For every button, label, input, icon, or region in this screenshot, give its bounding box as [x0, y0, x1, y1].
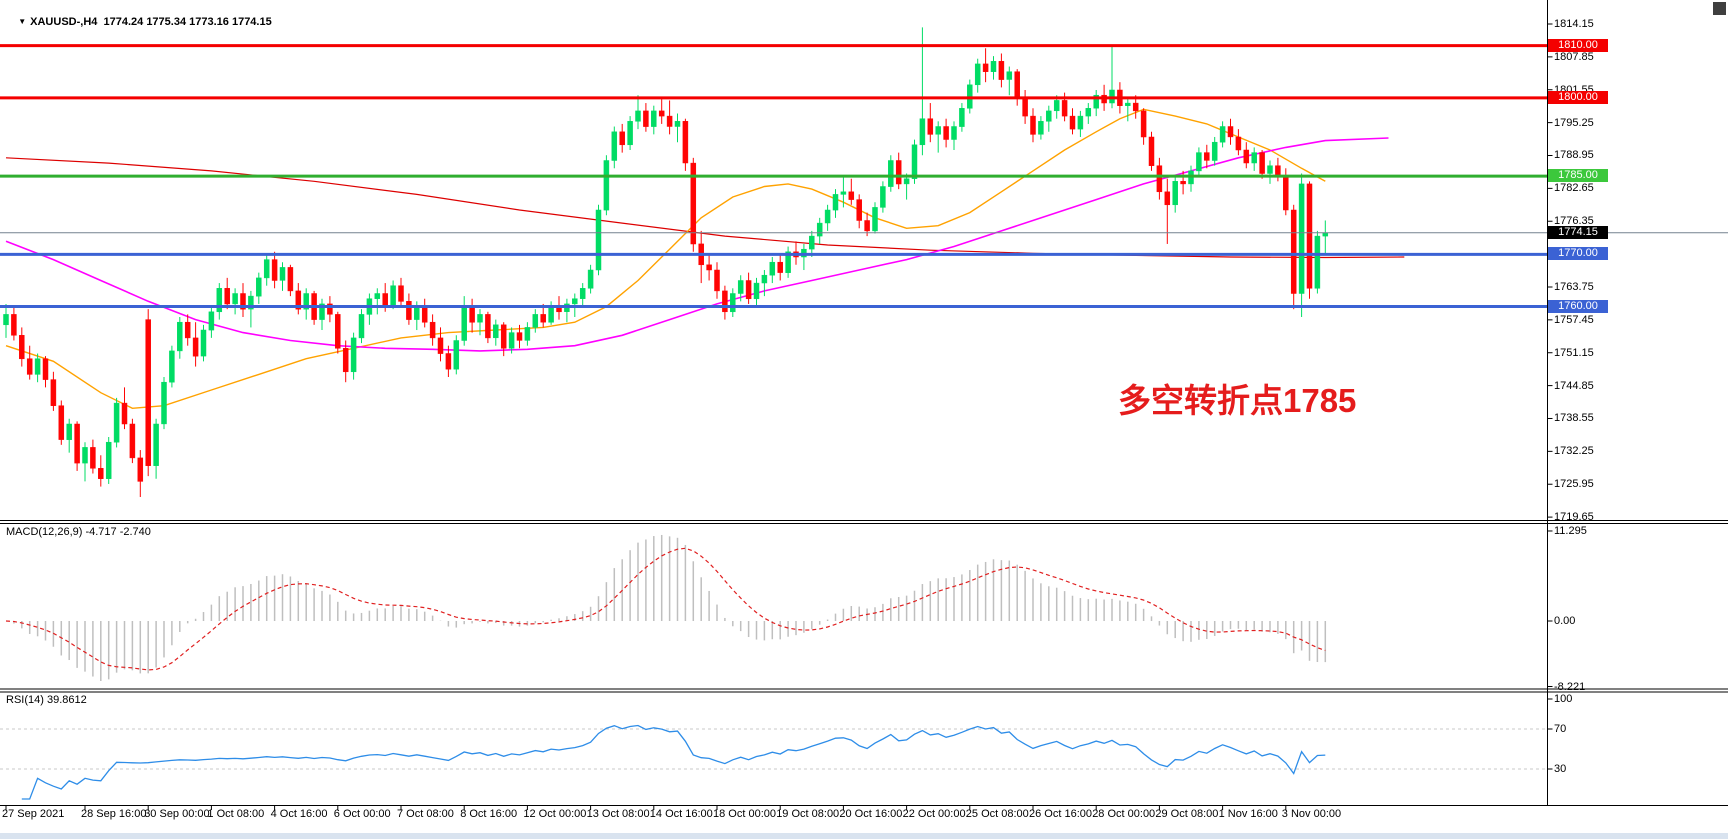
price-tick-label: 1782.65 [1554, 182, 1594, 195]
rsi-level-lines [0, 728, 1548, 770]
time-axis-label: 1 Nov 16:00 [1218, 808, 1278, 820]
time-axis-label: 14 Oct 16:00 [649, 808, 713, 820]
time-axis-label: 27 Sep 2021 [2, 808, 65, 820]
price-tick-label: 1738.55 [1554, 412, 1594, 425]
panel-frame [0, 0, 1728, 810]
price-tick-label: 1751.15 [1554, 346, 1594, 359]
current-price-badge: 1774.15 [1548, 225, 1608, 239]
time-axis-label: 22 Oct 00:00 [902, 808, 966, 820]
chart-corner-marker [1713, 2, 1726, 15]
price-tick-label: 1788.95 [1554, 149, 1594, 162]
hline-badge-1800.00[interactable]: 1800.00 [1548, 90, 1608, 104]
time-axis-label: 7 Oct 08:00 [397, 808, 454, 820]
rsi-tick-label: 100 [1554, 693, 1573, 705]
time-axis-label: 6 Oct 00:00 [333, 808, 391, 820]
time-axis-label: 4 Oct 16:00 [270, 808, 328, 820]
ma-medium-orange [5, 108, 1326, 410]
symbol-dropdown-icon[interactable]: ▼ [18, 17, 27, 26]
time-axis-label: 28 Oct 00:00 [1092, 808, 1156, 820]
price-tick-label: 1814.15 [1554, 18, 1594, 30]
price-tick-label: 1807.85 [1554, 50, 1594, 63]
time-axis-label: 8 Oct 16:00 [460, 808, 518, 820]
macd-tick-label: -8.221 [1554, 680, 1586, 693]
time-axis-label: 28 Sep 16:00 [81, 808, 147, 820]
time-axis-label: 12 Oct 00:00 [523, 808, 587, 820]
window-edge-strip [0, 833, 1728, 839]
time-axis-label: 30 Sep 00:00 [144, 808, 210, 820]
price-tick-label: 1725.95 [1554, 478, 1594, 491]
time-axis-label: 3 Nov 00:00 [1281, 808, 1342, 820]
price-tick-label: 1744.85 [1554, 379, 1594, 392]
horizontal-price-lines[interactable] [0, 44, 1728, 309]
rsi-indicator-label: RSI(14) 39.8612 [6, 694, 87, 706]
chart-title: ▼ XAUUSD-,H4 1774.24 1775.34 1773.16 1774… [6, 4, 272, 40]
time-axis-label: 19 Oct 08:00 [776, 808, 840, 820]
price-tick-label: 1757.45 [1554, 313, 1594, 326]
macd-histogram [13, 534, 1327, 682]
time-axis-label: 13 Oct 08:00 [586, 808, 650, 820]
hline-badge-1760.00[interactable]: 1760.00 [1548, 299, 1608, 313]
macd-tick-label: 0.00 [1554, 615, 1576, 627]
price-tick-label: 1719.65 [1554, 511, 1594, 524]
rsi-line [21, 724, 1326, 800]
time-axis-label: 26 Oct 16:00 [1029, 808, 1092, 820]
hline-badge-1785.00[interactable]: 1785.00 [1548, 169, 1608, 183]
price-tick-label: 1763.75 [1554, 280, 1594, 293]
time-axis-label: 25 Oct 08:00 [965, 808, 1029, 820]
macd-signal-line [5, 547, 1326, 671]
price-tick-label: 1732.25 [1554, 445, 1594, 458]
price-tick-label: 1795.25 [1554, 116, 1594, 129]
macd-tick-label: 11.295 [1554, 524, 1587, 537]
annotation-text[interactable]: 多空转折点1785 [1118, 382, 1357, 419]
chart-title-text: XAUUSD-,H4 1774.24 1775.34 1773.16 1774.… [30, 16, 272, 28]
time-axis-label: 29 Oct 08:00 [1155, 808, 1219, 820]
ma-slow-red [5, 157, 1405, 259]
ma-trend-magenta [5, 137, 1389, 352]
rsi-tick-label: 70 [1554, 723, 1567, 735]
time-axis-label: 1 Oct 08:00 [207, 808, 265, 820]
macd-indicator-label: MACD(12,26,9) -4.717 -2.740 [6, 526, 151, 538]
candles-series [3, 27, 1329, 498]
price-tick-label: 1776.35 [1554, 215, 1594, 228]
time-axis-label: 20 Oct 16:00 [839, 808, 903, 820]
time-axis-label: 18 Oct 00:00 [713, 808, 776, 820]
rsi-tick-label: 30 [1554, 763, 1567, 775]
hline-badge-1810.00[interactable]: 1810.00 [1548, 38, 1608, 52]
hline-badge-1770.00[interactable]: 1770.00 [1548, 247, 1608, 261]
